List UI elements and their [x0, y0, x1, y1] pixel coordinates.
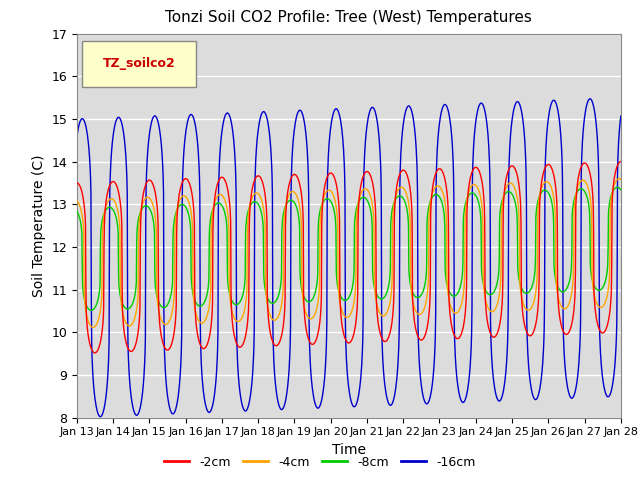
Legend: -2cm, -4cm, -8cm, -16cm: -2cm, -4cm, -8cm, -16cm	[159, 451, 481, 474]
X-axis label: Time: Time	[332, 443, 366, 457]
FancyBboxPatch shape	[82, 41, 196, 87]
Title: Tonzi Soil CO2 Profile: Tree (West) Temperatures: Tonzi Soil CO2 Profile: Tree (West) Temp…	[165, 11, 532, 25]
Y-axis label: Soil Temperature (C): Soil Temperature (C)	[31, 155, 45, 297]
Text: TZ_soilco2: TZ_soilco2	[103, 57, 176, 70]
